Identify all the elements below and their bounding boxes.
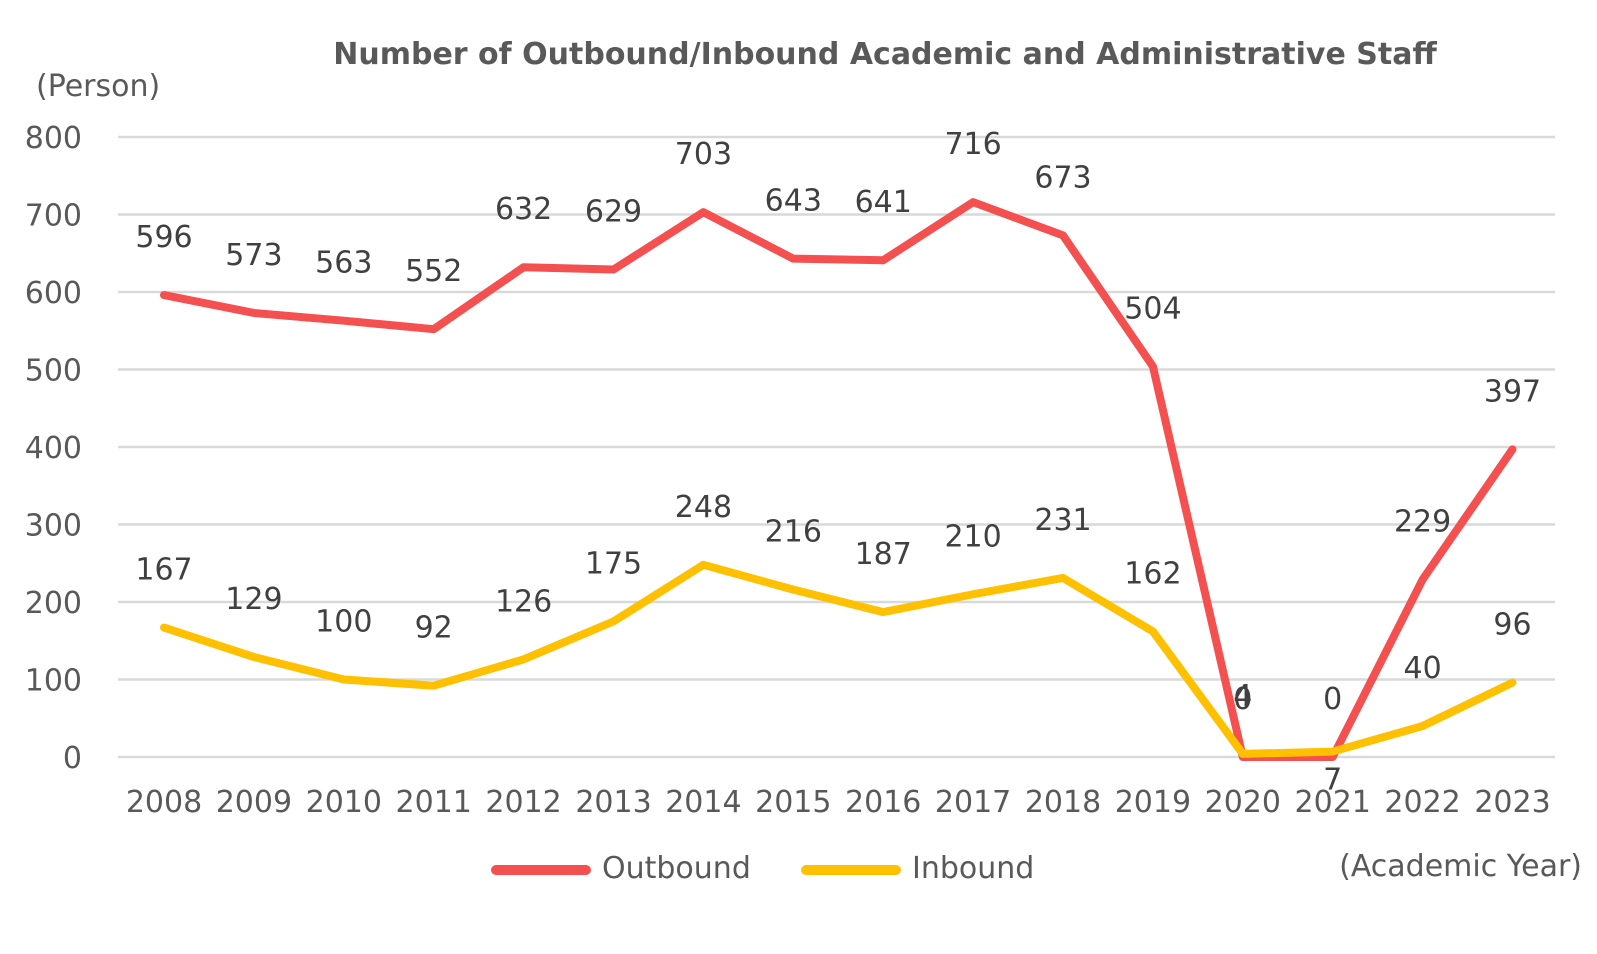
data-label-inbound: 162: [1124, 556, 1181, 591]
x-tick-label: 2023: [1474, 785, 1550, 820]
x-tick-labels: 2008 2009 2010 2011 2012 2013 2014 2015 2016 2017…: [126, 785, 1551, 820]
y-tick-labels: 0 100 200 300 400 500 600 700 800: [25, 121, 82, 776]
data-label-inbound: 231: [1034, 503, 1091, 538]
y-tick-label: 200: [25, 586, 82, 621]
y-tick-label: 600: [25, 276, 82, 311]
x-tick-label: 2016: [845, 785, 921, 820]
y-tick-label: 700: [25, 199, 82, 234]
data-label-inbound: 100: [315, 605, 372, 640]
data-label-outbound: 0: [1323, 682, 1342, 717]
data-label-inbound: 40: [1404, 651, 1442, 686]
data-label-outbound: 397: [1484, 374, 1541, 409]
y-axis-label: (Person): [36, 69, 160, 104]
data-label-outbound: 703: [675, 137, 732, 172]
data-label-outbound: 563: [315, 246, 372, 281]
data-label-outbound: 673: [1034, 160, 1091, 195]
x-tick-label: 2019: [1115, 785, 1191, 820]
x-tick-label: 2015: [755, 785, 831, 820]
y-tick-label: 300: [25, 509, 82, 544]
gridlines: [118, 135, 1555, 759]
y-tick-label: 500: [25, 354, 82, 389]
data-label-outbound: 629: [585, 195, 642, 230]
x-tick-label: 2008: [126, 785, 202, 820]
legend-label-inbound: Inbound: [912, 851, 1034, 886]
x-tick-label: 2018: [1025, 785, 1101, 820]
data-label-outbound: 716: [944, 127, 1001, 162]
data-label-outbound: 573: [225, 238, 282, 273]
legend: Outbound Inbound: [491, 851, 1034, 886]
series-lines: [160, 198, 1517, 761]
x-tick-label: 2009: [216, 785, 292, 820]
data-label-outbound: 641: [855, 185, 912, 220]
y-tick-label: 400: [25, 431, 82, 466]
x-tick-label: 2012: [485, 785, 561, 820]
data-label-outbound: 596: [135, 220, 192, 255]
data-label-outbound: 0: [1233, 682, 1252, 717]
data-label-inbound: 92: [415, 611, 453, 646]
x-tick-label: 2011: [396, 785, 472, 820]
legend-label-outbound: Outbound: [602, 851, 751, 886]
data-label-inbound: 210: [944, 519, 1001, 554]
data-label-inbound: 248: [675, 490, 732, 525]
x-tick-label: 2014: [665, 785, 741, 820]
y-tick-label: 0: [63, 741, 82, 776]
data-label-outbound: 632: [495, 192, 552, 227]
data-label-inbound: 175: [585, 546, 642, 581]
x-tick-label: 2013: [575, 785, 651, 820]
data-label-inbound: 167: [135, 553, 192, 588]
series-line-inbound: [160, 560, 1517, 758]
x-tick-label: 2017: [935, 785, 1011, 820]
y-tick-label: 100: [25, 664, 82, 699]
y-tick-label: 800: [25, 121, 82, 156]
x-tick-label: 2021: [1295, 785, 1371, 820]
data-label-inbound: 96: [1493, 608, 1531, 643]
data-label-inbound: 126: [495, 584, 552, 619]
data-label-inbound: 7: [1323, 763, 1342, 798]
data-label-outbound: 552: [405, 254, 462, 289]
data-label-inbound: 216: [765, 515, 822, 550]
series-line-outbound: [160, 198, 1517, 761]
x-tick-label: 2020: [1205, 785, 1281, 820]
data-label-outbound: 504: [1124, 291, 1181, 326]
x-tick-label: 2022: [1384, 785, 1460, 820]
data-label-inbound: 4: [1233, 679, 1252, 714]
data-label-inbound: 187: [855, 537, 912, 572]
data-label-outbound: 229: [1394, 505, 1451, 540]
chart-title: Number of Outbound/Inbound Academic and …: [333, 37, 1437, 72]
data-labels: 596 573 563 552 632 629 703 643 641 716 673 504 0 0 22…: [135, 127, 1541, 797]
x-tick-label: 2010: [306, 785, 382, 820]
data-label-inbound: 129: [225, 582, 282, 617]
data-label-outbound: 643: [765, 184, 822, 219]
x-axis-label: (Academic Year): [1339, 849, 1582, 884]
